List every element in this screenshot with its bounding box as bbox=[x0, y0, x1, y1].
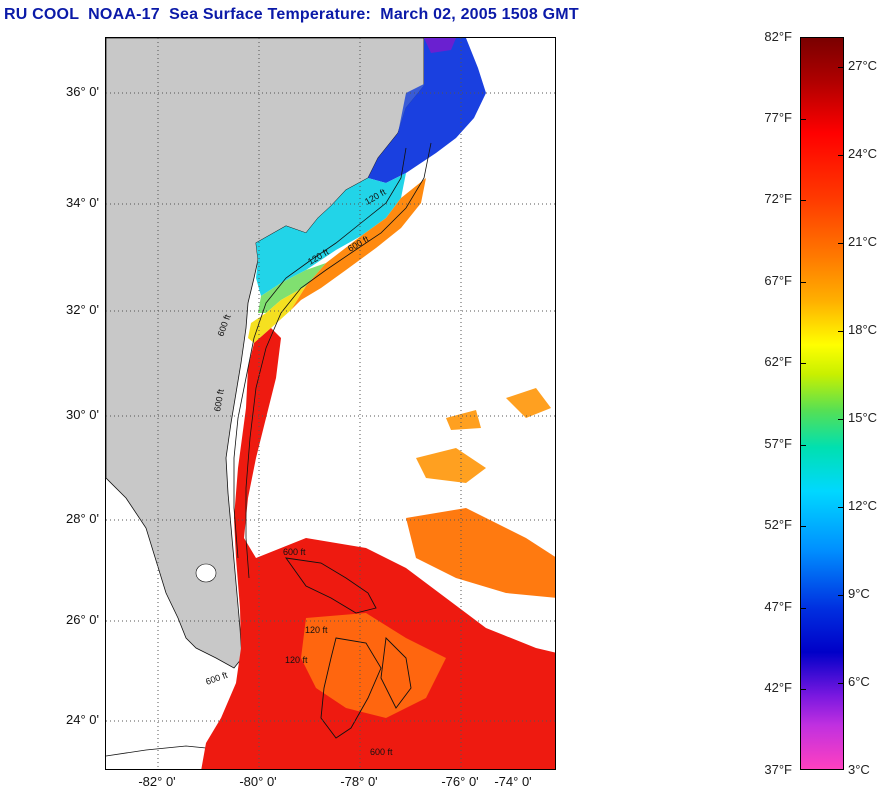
contour-label: 120 ft bbox=[306, 247, 331, 267]
contour-label: 600 ft bbox=[283, 547, 306, 557]
colorbar-f-label: 47°F bbox=[764, 599, 792, 614]
colorbar-f-label: 37°F bbox=[764, 762, 792, 777]
colorbar-f-label: 67°F bbox=[764, 273, 792, 288]
sst-orange-spots bbox=[416, 388, 551, 483]
colorbar-tick bbox=[838, 331, 844, 332]
colorbar-f-label: 82°F bbox=[764, 29, 792, 44]
sst-orange-shelf bbox=[291, 178, 426, 310]
sst-purple-north bbox=[424, 38, 456, 53]
colorbar-f-label: 77°F bbox=[764, 110, 792, 125]
colorbar-tick bbox=[838, 155, 844, 156]
colorbar-c-label: 24°C bbox=[848, 146, 878, 161]
lon-label: -80° 0' bbox=[239, 774, 277, 789]
sst-orange-patches bbox=[301, 613, 446, 718]
lat-label: 28° 0' bbox=[66, 511, 99, 526]
contour-600ft bbox=[245, 142, 432, 579]
lat-label: 32° 0' bbox=[66, 302, 99, 317]
lat-label: 30° 0' bbox=[66, 407, 99, 422]
sst-green-band bbox=[258, 263, 326, 313]
contour-label: 120 ft bbox=[305, 625, 328, 635]
colorbar-tick bbox=[800, 119, 806, 120]
colorbar-f-label: 42°F bbox=[764, 680, 792, 695]
contour-label: 600 ft bbox=[370, 747, 393, 757]
lat-label: 36° 0' bbox=[66, 84, 99, 99]
colorbar-tick bbox=[838, 683, 844, 684]
lat-label: 24° 0' bbox=[66, 712, 99, 727]
sst-map bbox=[105, 37, 556, 770]
colorbar-f-label: 62°F bbox=[764, 354, 792, 369]
bahamas-banks bbox=[285, 557, 412, 739]
map-title: RU COOL NOAA-17 Sea Surface Temperature:… bbox=[4, 6, 579, 23]
colorbar-tick bbox=[838, 67, 844, 68]
contour-label: 600 ft bbox=[212, 388, 226, 412]
colorbar-tick bbox=[800, 445, 806, 446]
contour-label-layer: 120 ft 600 ft 120 ft 600 ft 600 ft 600 f… bbox=[204, 187, 393, 757]
contour-label: 600 ft bbox=[346, 234, 371, 254]
lat-label: 26° 0' bbox=[66, 612, 99, 627]
colorbar-tick bbox=[838, 243, 844, 244]
colorbar-f-label: 57°F bbox=[764, 436, 792, 451]
colorbar-c-label: 3°C bbox=[848, 762, 870, 777]
sst-gulf-stream bbox=[201, 328, 555, 769]
sst-map-canvas bbox=[106, 38, 555, 769]
contour-120ft bbox=[233, 147, 407, 559]
colorbar-c-label: 21°C bbox=[848, 234, 878, 249]
colorbar-tick bbox=[800, 200, 806, 201]
sst-cold-band bbox=[368, 38, 486, 183]
colorbar-tick bbox=[800, 608, 806, 609]
colorbar-tick bbox=[800, 363, 806, 364]
contour-label: 120 ft bbox=[285, 655, 308, 665]
lon-label: -82° 0' bbox=[138, 774, 176, 789]
colorbar-f-label: 52°F bbox=[764, 517, 792, 532]
colorbar-tick bbox=[800, 282, 806, 283]
lat-label: 34° 0' bbox=[66, 195, 99, 210]
sst-orange-east bbox=[406, 508, 555, 598]
lon-label: -78° 0' bbox=[340, 774, 378, 789]
colorbar-c-label: 27°C bbox=[848, 58, 878, 73]
colorbar-c-label: 18°C bbox=[848, 322, 878, 337]
lon-label: -74° 0' bbox=[494, 774, 532, 789]
colorbar-tick bbox=[800, 689, 806, 690]
colorbar-c-label: 6°C bbox=[848, 674, 870, 689]
colorbar-f-label: 72°F bbox=[764, 191, 792, 206]
colorbar-tick bbox=[800, 526, 806, 527]
contour-label: 120 ft bbox=[363, 187, 388, 207]
lake-okeechobee bbox=[195, 563, 217, 583]
colorbar-tick bbox=[838, 419, 844, 420]
colorbar-c-label: 12°C bbox=[848, 498, 878, 513]
temperature-colorbar bbox=[800, 37, 844, 770]
lon-label: -76° 0' bbox=[441, 774, 479, 789]
colorbar-tick bbox=[838, 507, 844, 508]
colorbar-tick bbox=[838, 595, 844, 596]
sst-mid-band bbox=[256, 173, 406, 296]
colorbar-c-label: 9°C bbox=[848, 586, 870, 601]
contour-label: 600 ft bbox=[215, 313, 232, 338]
colorbar-c-label: 15°C bbox=[848, 410, 878, 425]
contour-label: 600 ft bbox=[204, 670, 229, 687]
